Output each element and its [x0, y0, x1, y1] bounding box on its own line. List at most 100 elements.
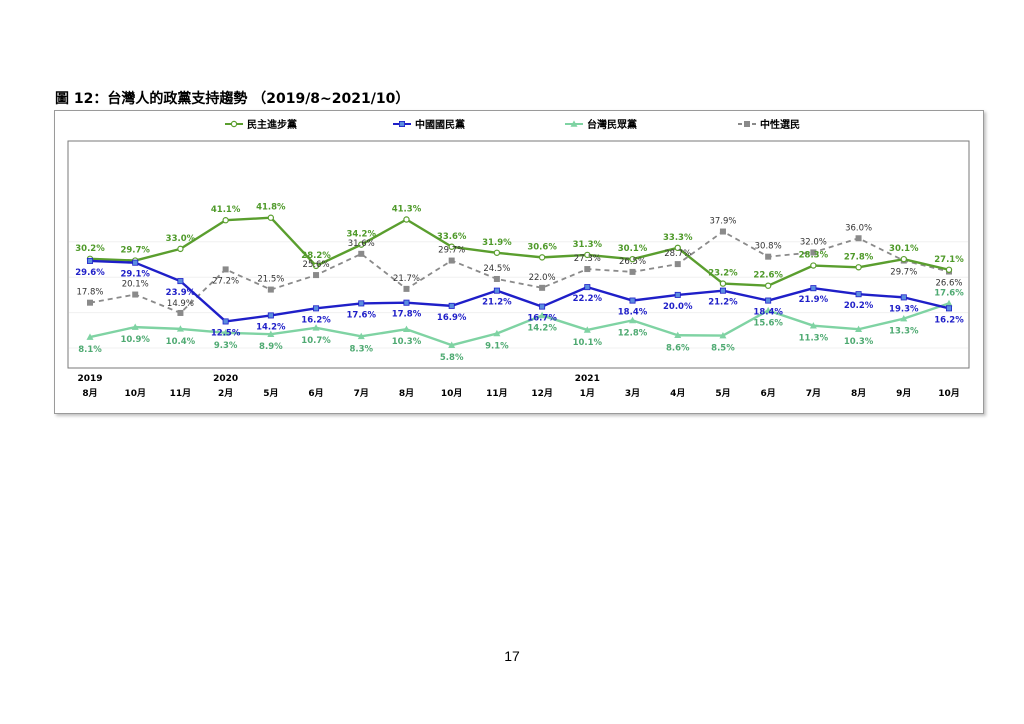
data-point: [222, 318, 229, 325]
data-point: [230, 120, 238, 128]
data-label: 26.5%: [619, 257, 646, 267]
data-label: 21.2%: [482, 298, 512, 308]
data-label: 21.9%: [799, 295, 829, 305]
data-point: [448, 341, 456, 348]
data-label: 10.4%: [166, 337, 196, 347]
data-label: 8.9%: [259, 342, 283, 352]
data-label: 19.3%: [889, 304, 919, 314]
data-label: 34.2%: [347, 230, 377, 240]
x-tick-label: 6月: [761, 388, 776, 399]
x-tick-label: 10月: [441, 388, 463, 399]
data-label: 16.2%: [934, 315, 964, 325]
x-tick-label: 10月: [124, 388, 146, 399]
x-tick-label: 1月: [580, 388, 595, 399]
data-label: 22.6%: [753, 271, 783, 281]
data-point: [674, 291, 681, 298]
data-label: 13.3%: [889, 327, 919, 337]
data-label: 8.1%: [78, 345, 102, 355]
data-point: [87, 257, 94, 264]
data-point: [312, 324, 320, 331]
data-point: [810, 262, 817, 269]
series-line: [89, 259, 950, 323]
data-label: 20.2%: [844, 301, 874, 311]
data-point: [267, 330, 275, 337]
legend-label: 台灣民眾黨: [587, 118, 637, 131]
data-point: [719, 287, 726, 294]
data-point: [900, 255, 907, 263]
data-point: [448, 243, 455, 250]
data-label: 18.4%: [753, 308, 783, 318]
data-point: [358, 241, 365, 248]
data-label: 24.5%: [483, 264, 510, 274]
data-point: [629, 297, 636, 304]
data-point: [584, 266, 591, 273]
data-point: [765, 297, 772, 304]
data-label: 10.3%: [844, 337, 874, 347]
x-tick-label: 9月: [896, 388, 911, 399]
data-label-layer: 30.2% 29.7% 33.0% 41.1% 41.8% 28.2% 34.2% 41.3%…: [75, 203, 964, 363]
data-label: 8.6%: [666, 343, 690, 353]
x-tick-label: 6月: [308, 388, 323, 399]
data-label: 33.0%: [166, 234, 196, 244]
data-label: 32.0%: [800, 237, 827, 247]
data-point: [539, 284, 546, 291]
data-point: [493, 287, 500, 294]
data-label: 14.2%: [256, 322, 286, 332]
data-label: 27.2%: [212, 276, 239, 286]
data-label: 14.9%: [167, 299, 194, 309]
data-label: 21.2%: [708, 298, 738, 308]
data-point: [945, 266, 953, 273]
x-tick-label: 2月: [218, 388, 233, 399]
data-point: [312, 262, 320, 270]
data-point: [448, 302, 455, 309]
data-label: 37.9%: [709, 217, 736, 227]
data-point: [398, 120, 405, 127]
data-point: [674, 244, 681, 252]
data-point: [584, 284, 591, 291]
data-point: [493, 329, 501, 337]
data-label: 22.0%: [529, 273, 556, 283]
data-point: [719, 331, 727, 339]
data-label: 29.7%: [120, 246, 150, 256]
data-point: [358, 250, 365, 257]
x-axis: 8月 10月 11月 2月 5月 6月 7月 8月 10月 11月 12月 1月 3月 4月 5月 6月 7月 8…: [77, 374, 959, 399]
legend-label: 中國國民黨: [415, 118, 465, 131]
page-number: 17: [504, 648, 520, 664]
data-label: 17.8%: [76, 288, 103, 298]
data-point: [403, 299, 410, 306]
data-point: [267, 286, 274, 293]
data-label: 33.6%: [437, 232, 467, 242]
series-line: [89, 230, 950, 314]
data-label: 14.2%: [527, 323, 557, 333]
x-tick-label: 10月: [938, 388, 960, 399]
data-label: 16.7%: [527, 314, 557, 324]
legend: 民主進步黨 中國國民黨 台灣民眾黨 中性選民: [225, 118, 800, 131]
data-point: [810, 285, 817, 292]
x-tick-label: 7月: [806, 388, 821, 399]
legend-label: 民主進步黨: [247, 118, 297, 131]
data-point: [583, 326, 591, 333]
data-label: 9.3%: [214, 341, 238, 351]
data-label: 8.3%: [349, 344, 373, 354]
year-label: 2021: [575, 374, 600, 384]
data-label: 10.3%: [392, 337, 422, 347]
data-point: [267, 312, 274, 319]
year-label: 2019: [77, 374, 102, 384]
data-point: [267, 214, 275, 221]
data-point: [810, 249, 817, 256]
data-label: 17.6%: [347, 310, 377, 320]
data-point: [719, 228, 726, 235]
data-label: 27.8%: [844, 252, 874, 262]
data-point: [132, 291, 139, 298]
x-tick-label: 8月: [399, 388, 414, 399]
data-label: 30.6%: [527, 242, 557, 252]
data-point: [809, 322, 817, 329]
data-point: [900, 314, 908, 322]
series-layer: [86, 214, 953, 348]
data-point: [764, 282, 772, 289]
data-point: [538, 311, 546, 319]
data-label: 12.5%: [211, 328, 241, 338]
x-tick-label: 5月: [263, 388, 278, 399]
data-label: 21.7%: [393, 274, 420, 284]
data-label: 41.1%: [211, 205, 241, 215]
